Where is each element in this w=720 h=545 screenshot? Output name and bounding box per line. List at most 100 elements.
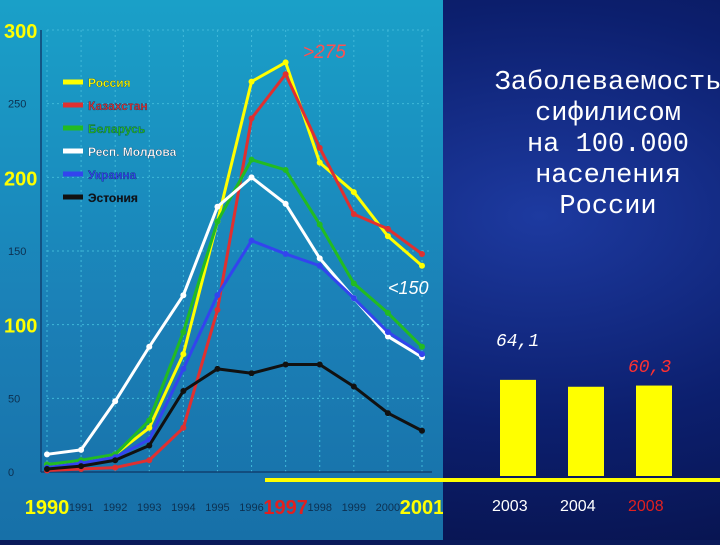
- bar-category-label: 2004: [560, 498, 596, 515]
- bar-category-label: 2008: [628, 498, 664, 515]
- y-tick-label: 200: [4, 168, 37, 190]
- data-point: [146, 442, 153, 449]
- line-chart-axes: 0 50 100 150 200 250 300 1990 1991 1992 1993 1994 19…: [4, 21, 444, 519]
- x-tick-label: 1994: [171, 502, 195, 514]
- data-point: [350, 189, 357, 196]
- bar-chart-bars: [500, 379, 672, 476]
- data-point: [384, 233, 391, 240]
- data-point: [78, 446, 85, 453]
- slide-title: Заболеваемость сифилисом на 100.000 насе…: [494, 68, 720, 222]
- y-tick-label: 250: [8, 99, 26, 111]
- data-point: [384, 309, 391, 316]
- data-point: [316, 262, 323, 269]
- data-point: [248, 78, 255, 85]
- data-point: [282, 71, 289, 78]
- legend-label: Россия: [88, 76, 131, 90]
- series-line-5: [46, 362, 423, 471]
- data-point: [282, 59, 289, 66]
- data-point: [419, 250, 425, 257]
- data-point: [384, 333, 391, 340]
- y-tick-label: 50: [8, 393, 20, 405]
- series-line-4: [46, 239, 423, 470]
- data-point: [316, 255, 323, 262]
- data-point: [282, 200, 289, 207]
- data-point: [180, 351, 187, 358]
- data-point: [384, 410, 391, 417]
- data-point: [282, 361, 289, 368]
- data-point: [316, 144, 323, 151]
- data-point: [44, 466, 50, 473]
- data-point: [180, 365, 187, 372]
- data-point: [248, 156, 255, 163]
- data-point: [146, 417, 153, 424]
- line-chart-grid: [46, 29, 432, 473]
- data-point: [350, 295, 357, 302]
- data-point: [419, 343, 425, 350]
- data-point: [384, 225, 391, 232]
- data-point: [214, 218, 221, 225]
- annotation-low: <150: [388, 278, 429, 298]
- data-point: [180, 424, 187, 431]
- legend-label: Эстония: [88, 191, 138, 205]
- bar-category-label: 2003: [492, 498, 528, 515]
- data-point: [350, 383, 357, 390]
- data-point: [248, 174, 255, 181]
- data-point: [316, 221, 323, 228]
- data-point: [214, 306, 221, 313]
- data-point: [248, 370, 255, 377]
- line-chart-legend: Россия Казахстан Беларусь Респ. Молдова Укра…: [63, 76, 177, 205]
- line-chart-photo: 0 50 100 150 200 250 300 1990 1991 1992 1993 1994 19…: [0, 0, 444, 540]
- legend-label: Украина: [88, 168, 137, 182]
- data-point: [146, 457, 153, 464]
- data-point: [282, 250, 289, 257]
- data-point: [419, 351, 425, 358]
- data-point: [214, 203, 221, 210]
- data-point: [112, 398, 119, 405]
- line-chart-annotations: >275 <150: [303, 42, 429, 298]
- x-tick-label: 1997: [263, 497, 308, 519]
- data-point: [180, 387, 187, 394]
- bar-2003: [500, 379, 536, 476]
- bar-data-label: 64,1: [496, 332, 540, 352]
- line-chart: 0 50 100 150 200 250 300 1990 1991 1992 1993 1994 19…: [4, 21, 444, 519]
- x-tick-label: 2000: [376, 502, 400, 514]
- data-point: [248, 237, 255, 244]
- x-tick-label: 1993: [137, 502, 161, 514]
- legend-label: Респ. Молдова: [88, 145, 177, 159]
- data-point: [282, 166, 289, 173]
- data-point: [78, 463, 85, 470]
- data-point: [112, 464, 119, 471]
- annotation-peak: >275: [303, 42, 346, 63]
- data-point: [180, 329, 187, 336]
- y-tick-label: 100: [4, 316, 37, 338]
- legend-label: Казахстан: [88, 99, 148, 113]
- legend-label: Беларусь: [88, 122, 145, 136]
- data-point: [146, 424, 153, 431]
- data-point: [316, 159, 323, 166]
- data-point: [214, 292, 221, 299]
- bar-2008: [636, 385, 672, 476]
- x-tick-label: 1996: [239, 502, 263, 514]
- data-point: [350, 280, 357, 287]
- x-tick-label: 1995: [205, 502, 229, 514]
- data-point: [112, 457, 119, 464]
- data-point: [316, 361, 323, 368]
- x-tick-label: 2001: [400, 497, 443, 519]
- data-point: [419, 427, 425, 434]
- x-tick-label: 1998: [307, 502, 331, 514]
- x-tick-label: 1991: [69, 502, 93, 514]
- y-tick-label: 150: [8, 246, 26, 258]
- y-tick-label: 300: [4, 21, 37, 43]
- data-point: [44, 451, 50, 458]
- data-point: [384, 329, 391, 336]
- x-tick-label: 1990: [25, 497, 70, 519]
- data-point: [248, 115, 255, 122]
- data-point: [214, 365, 221, 372]
- line-chart-series: [44, 59, 425, 474]
- bar-data-label: 60,3: [628, 358, 672, 378]
- bar-2004: [568, 386, 604, 476]
- y-tick-label: 0: [8, 467, 14, 479]
- data-point: [180, 292, 187, 299]
- data-point: [146, 343, 153, 350]
- x-tick-label: 1992: [103, 502, 127, 514]
